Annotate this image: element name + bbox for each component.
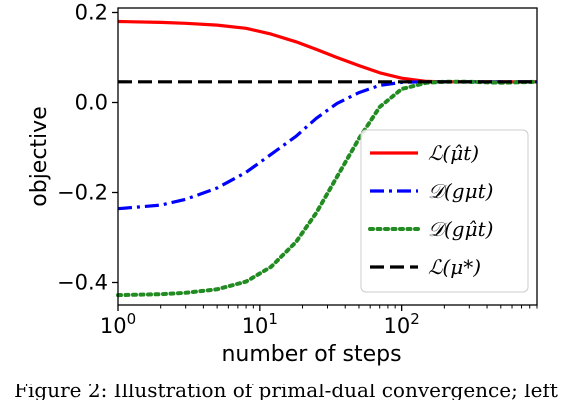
figure-caption: Figure 2: Illustration of primal-dual co… [0,384,572,400]
y-tick-label-3: −0.4 [57,271,108,295]
legend-label-2: 𝒟(gμ̂t) [428,217,493,241]
legend-label-3: ℒ(μ*) [428,255,481,279]
legend-label-0: ℒ(μ̂t) [428,141,479,165]
y-tick-label-0: 0.2 [75,1,108,25]
y-tick-label-2: −0.2 [57,181,108,205]
chart: 0.2 0.0 −0.2 −0.4 100 101 102 number of steps ob… [27,1,539,367]
figure-caption-text: Figure 2: Illustration of primal-dual co… [14,384,558,400]
series-line-2 [116,79,539,298]
x-axis-label: number of steps [221,342,401,367]
plot-area: 0.2 0.0 −0.2 −0.4 100 101 102 number of steps ob… [27,1,539,367]
legend: ℒ(μ̂t) 𝒟(gμt) 𝒟(gμ̂t) ℒ(μ*) [360,129,529,293]
y-axis-label: objective [27,106,52,206]
series-line-1 [117,80,537,211]
series-line-0 [117,19,537,84]
x-tick-label-0: 100 [100,310,136,338]
x-tick-label-2: 102 [384,310,420,338]
x-tick-label-1: 101 [242,310,278,338]
legend-label-1: 𝒟(gμt) [428,179,493,203]
y-tick-label-1: 0.0 [75,91,108,115]
legend-box [360,129,529,293]
